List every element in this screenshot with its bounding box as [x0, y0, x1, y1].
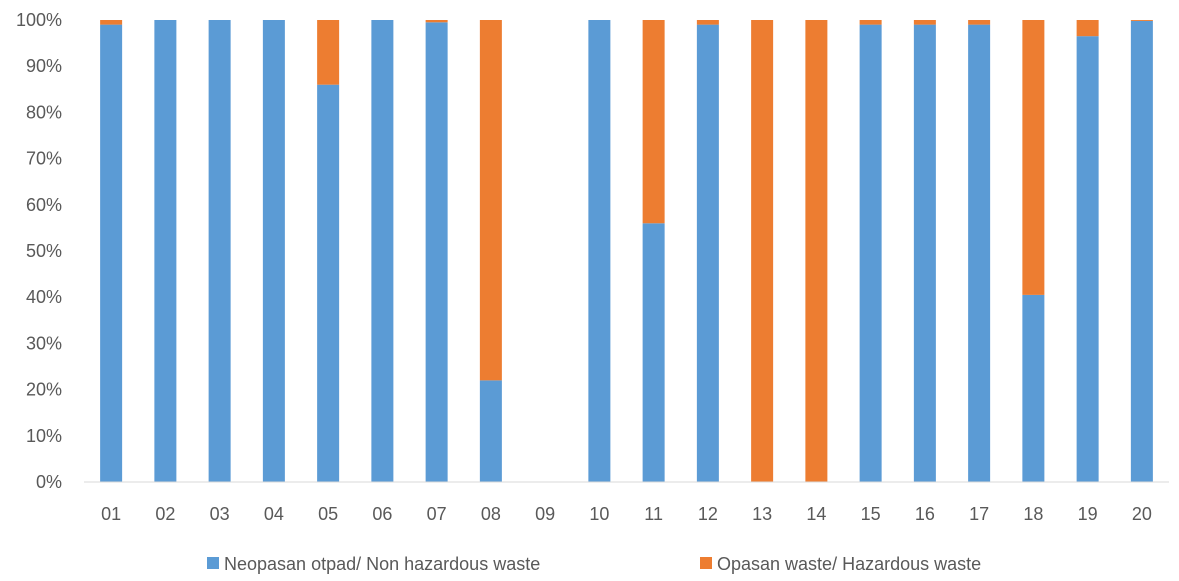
x-tick-label: 09 — [535, 504, 555, 524]
legend-swatch-non-hazardous — [207, 557, 219, 569]
bar-segment-hazardous-15 — [859, 20, 882, 25]
x-tick-label: 20 — [1132, 504, 1152, 524]
bar-segment-non-hazardous-17 — [968, 24, 991, 483]
bar-segment-non-hazardous-11 — [642, 223, 665, 482]
bar-segment-hazardous-13 — [751, 20, 774, 482]
bar-segment-non-hazardous-12 — [696, 24, 719, 483]
x-tick-label: 19 — [1078, 504, 1098, 524]
x-tick-label: 10 — [589, 504, 609, 524]
bar-segment-non-hazardous-02 — [154, 20, 177, 482]
bar-segment-hazardous-01 — [100, 20, 123, 25]
bar-segment-hazardous-12 — [696, 20, 719, 25]
x-tick-label: 16 — [915, 504, 935, 524]
x-tick-label: 11 — [644, 504, 663, 524]
y-tick-label: 50% — [26, 241, 62, 261]
legend: Neopasan otpad/ Non hazardous waste Opasa… — [207, 554, 981, 574]
bar-segment-non-hazardous-15 — [859, 24, 882, 483]
x-tick-label: 07 — [427, 504, 447, 524]
x-tick-label: 14 — [806, 504, 826, 524]
bar-segment-hazardous-11 — [642, 20, 665, 224]
x-tick-label: 17 — [969, 504, 989, 524]
x-tick-label: 02 — [155, 504, 175, 524]
x-tick-label: 13 — [752, 504, 772, 524]
bar-segment-hazardous-16 — [913, 20, 936, 25]
bar-segment-non-hazardous-10 — [588, 20, 611, 482]
bar-segment-non-hazardous-06 — [371, 20, 394, 482]
bar-segment-non-hazardous-19 — [1076, 36, 1099, 483]
y-tick-label: 80% — [26, 102, 62, 122]
bar-segment-hazardous-18 — [1022, 20, 1045, 295]
x-tick-label: 12 — [698, 504, 718, 524]
legend-label-hazardous: Opasan waste/ Hazardous waste — [717, 554, 981, 574]
y-tick-label: 90% — [26, 56, 62, 76]
y-tick-label: 30% — [26, 333, 62, 353]
x-tick-label: 06 — [372, 504, 392, 524]
bar-segment-hazardous-20 — [1130, 20, 1153, 21]
x-tick-label: 05 — [318, 504, 338, 524]
y-tick-label: 100% — [16, 10, 62, 30]
bar-segment-hazardous-08 — [479, 20, 502, 381]
y-tick-label: 0% — [36, 472, 62, 492]
y-axis: 0% 10% 20% 30% 40% 50% 60% 70% 80% 90% 100% — [16, 10, 62, 492]
bars — [100, 20, 1153, 483]
bar-segment-hazardous-05 — [317, 20, 340, 85]
x-tick-label: 08 — [481, 504, 501, 524]
bar-segment-non-hazardous-01 — [100, 24, 123, 483]
y-tick-label: 70% — [26, 149, 62, 169]
x-tick-label: 03 — [210, 504, 230, 524]
x-tick-label: 04 — [264, 504, 284, 524]
x-tick-label: 15 — [861, 504, 881, 524]
bar-segment-hazardous-07 — [425, 20, 448, 23]
x-axis: 01 02 03 04 05 06 07 08 09 10 11 12 13 14 15 16 17 18 19 20 — [101, 504, 1152, 524]
y-tick-label: 20% — [26, 380, 62, 400]
bar-segment-hazardous-17 — [968, 20, 991, 25]
y-tick-label: 10% — [26, 426, 62, 446]
legend-label-non-hazardous: Neopasan otpad/ Non hazardous waste — [224, 554, 540, 574]
y-tick-label: 60% — [26, 195, 62, 215]
x-tick-label: 01 — [101, 504, 121, 524]
legend-swatch-hazardous — [700, 557, 712, 569]
bar-segment-non-hazardous-20 — [1130, 20, 1153, 482]
bar-segment-non-hazardous-04 — [262, 20, 285, 482]
bar-segment-non-hazardous-05 — [317, 84, 340, 483]
y-tick-label: 40% — [26, 287, 62, 307]
bar-segment-hazardous-14 — [805, 20, 828, 482]
x-tick-label: 18 — [1023, 504, 1043, 524]
bar-segment-non-hazardous-16 — [913, 24, 936, 483]
bar-segment-non-hazardous-03 — [208, 20, 231, 482]
bar-segment-non-hazardous-08 — [479, 380, 502, 482]
bar-segment-non-hazardous-18 — [1022, 294, 1045, 482]
bar-segment-hazardous-19 — [1076, 20, 1099, 37]
bar-segment-non-hazardous-07 — [425, 22, 448, 483]
